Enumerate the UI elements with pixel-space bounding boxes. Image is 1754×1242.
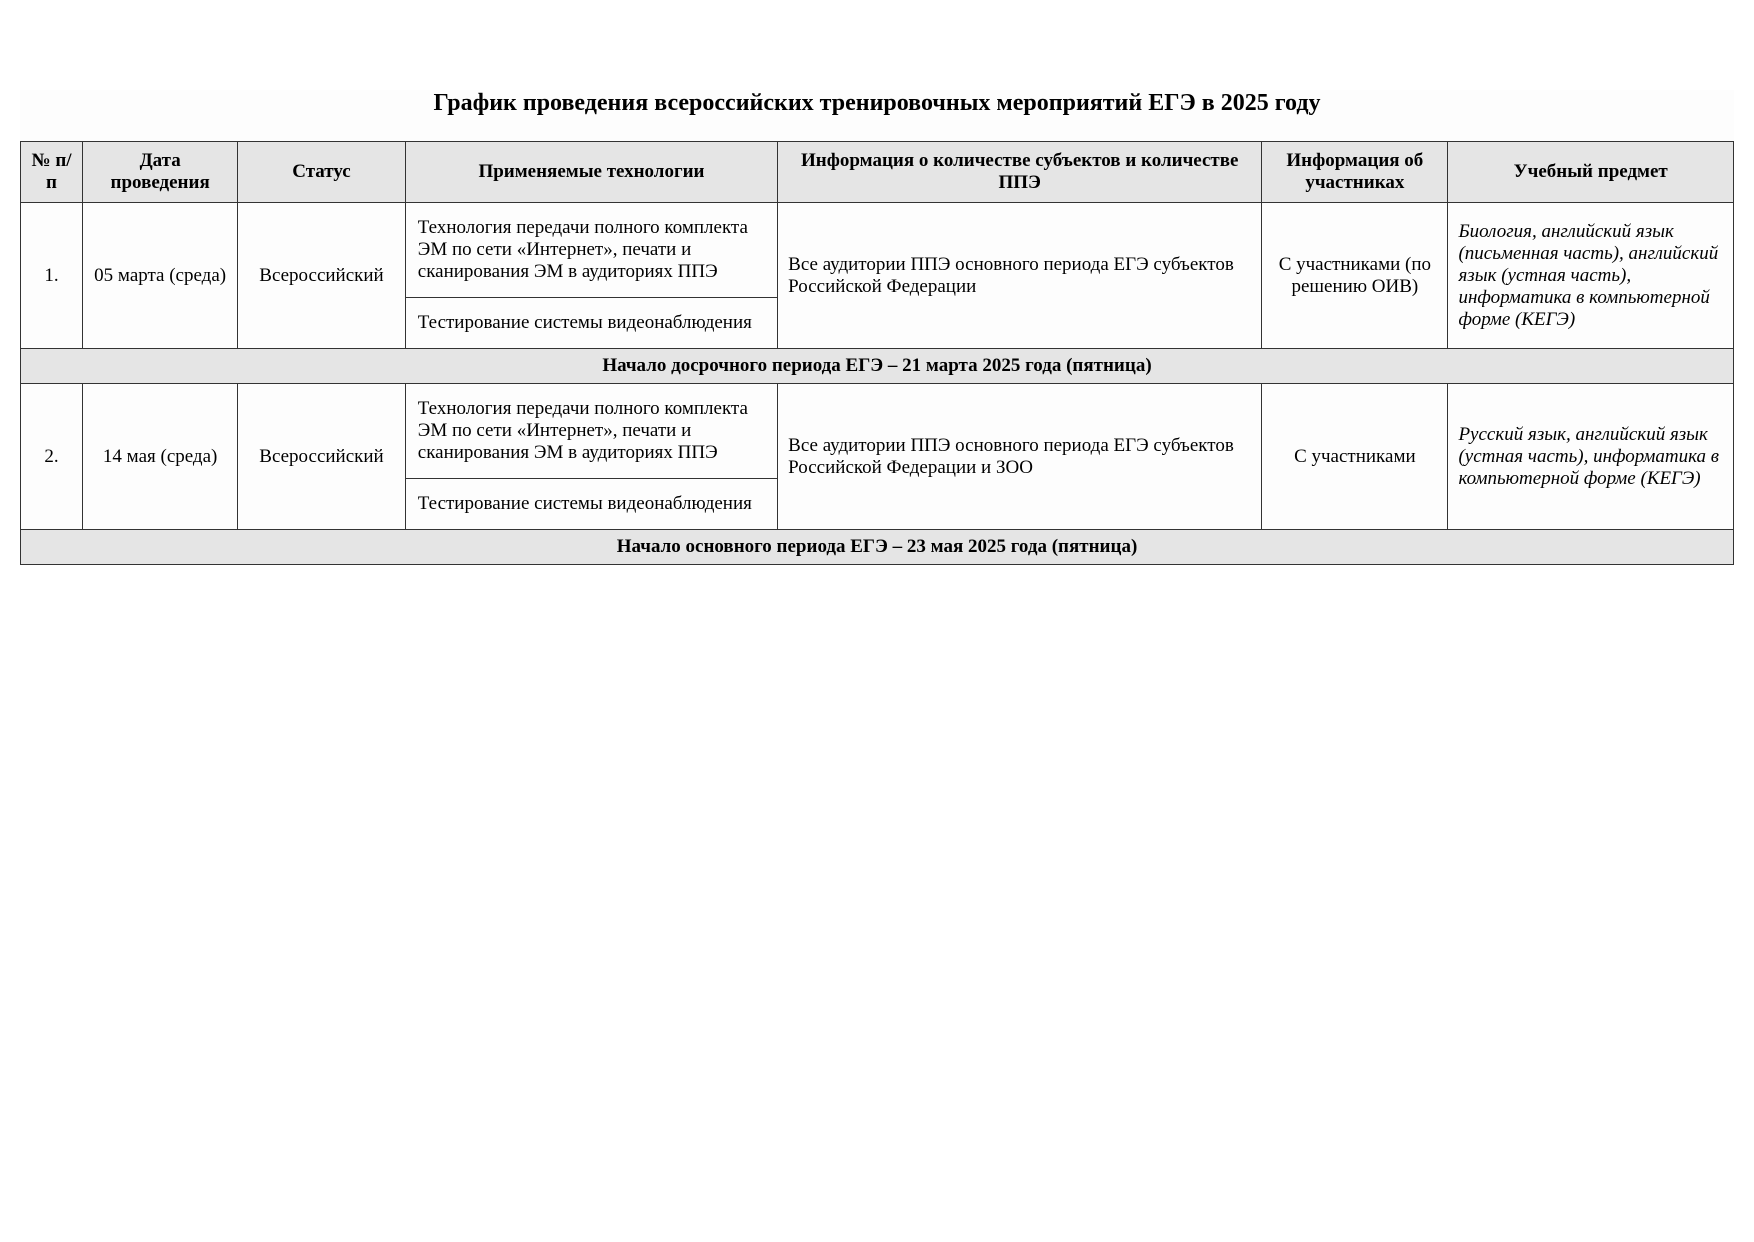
cell-tech: Технология передачи полного комплекта ЭМ… <box>405 384 777 479</box>
cell-tech: Тестирование системы видеонаблюдения <box>405 298 777 349</box>
document-page: График проведения всероссийских трениров… <box>20 90 1734 565</box>
cell-date: 14 мая (среда) <box>83 384 238 530</box>
cell-subject: Биология, английский язык (письменная ча… <box>1448 203 1734 349</box>
cell-num: 2. <box>21 384 83 530</box>
col-header-participants: Информация об участниках <box>1262 142 1448 203</box>
schedule-table: № п/п Дата проведения Статус Применяемые… <box>20 141 1734 565</box>
col-header-status: Статус <box>238 142 406 203</box>
table-header-row: № п/п Дата проведения Статус Применяемые… <box>21 142 1734 203</box>
separator-text: Начало основного периода ЕГЭ – 23 мая 20… <box>21 530 1734 565</box>
table-row: 1. 05 марта (среда) Всероссийский Технол… <box>21 203 1734 298</box>
cell-info: Все аудитории ППЭ основного периода ЕГЭ … <box>778 384 1262 530</box>
col-header-date: Дата проведения <box>83 142 238 203</box>
separator-text: Начало досрочного периода ЕГЭ – 21 марта… <box>21 349 1734 384</box>
cell-tech: Тестирование системы видеонаблюдения <box>405 479 777 530</box>
cell-status: Всероссийский <box>238 203 406 349</box>
col-header-tech: Применяемые технологии <box>405 142 777 203</box>
cell-status: Всероссийский <box>238 384 406 530</box>
cell-date: 05 марта (среда) <box>83 203 238 349</box>
col-header-info: Информация о количестве субъектов и коли… <box>778 142 1262 203</box>
cell-info: Все аудитории ППЭ основного периода ЕГЭ … <box>778 203 1262 349</box>
cell-num: 1. <box>21 203 83 349</box>
col-header-subject: Учебный предмет <box>1448 142 1734 203</box>
separator-row: Начало основного периода ЕГЭ – 23 мая 20… <box>21 530 1734 565</box>
separator-row: Начало досрочного периода ЕГЭ – 21 марта… <box>21 349 1734 384</box>
col-header-num: № п/п <box>21 142 83 203</box>
cell-participants: С участниками (по решению ОИВ) <box>1262 203 1448 349</box>
page-title: График проведения всероссийских трениров… <box>20 90 1734 117</box>
table-row: 2. 14 мая (среда) Всероссийский Технолог… <box>21 384 1734 479</box>
cell-subject: Русский язык, английский язык (устная ча… <box>1448 384 1734 530</box>
cell-participants: С участниками <box>1262 384 1448 530</box>
cell-tech: Технология передачи полного комплекта ЭМ… <box>405 203 777 298</box>
